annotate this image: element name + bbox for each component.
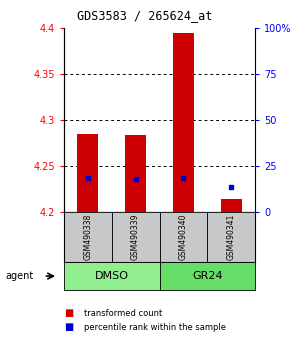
- Text: ■: ■: [64, 308, 73, 318]
- Bar: [160, 212, 207, 262]
- Text: GSM490341: GSM490341: [227, 214, 236, 261]
- Text: GSM490339: GSM490339: [131, 214, 140, 261]
- Bar: [207, 212, 255, 262]
- Text: GSM490340: GSM490340: [179, 214, 188, 261]
- Bar: [64, 212, 112, 262]
- Text: agent: agent: [6, 271, 34, 281]
- Text: transformed count: transformed count: [84, 309, 162, 318]
- Text: ■: ■: [64, 322, 73, 332]
- Text: GR24: GR24: [192, 271, 223, 281]
- Bar: [220, 199, 242, 212]
- Bar: [64, 262, 160, 290]
- Bar: [125, 135, 146, 212]
- Text: GDS3583 / 265624_at: GDS3583 / 265624_at: [77, 10, 213, 22]
- Text: DMSO: DMSO: [95, 271, 129, 281]
- Bar: [77, 134, 99, 212]
- Bar: [160, 262, 255, 290]
- Text: GSM490338: GSM490338: [83, 214, 92, 261]
- Bar: [173, 33, 194, 212]
- Text: percentile rank within the sample: percentile rank within the sample: [84, 323, 226, 332]
- Bar: [112, 212, 160, 262]
